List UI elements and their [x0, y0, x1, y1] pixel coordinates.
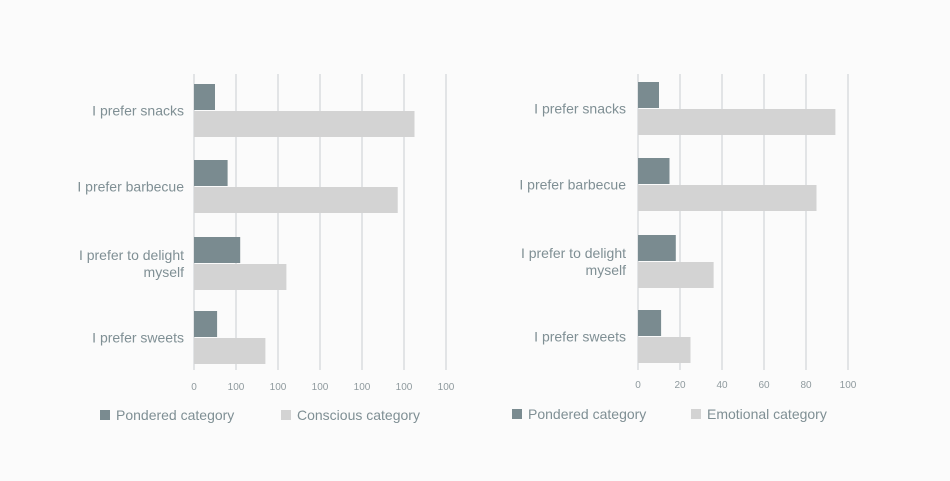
- category-label: myself: [144, 264, 185, 280]
- legend-label: Conscious category: [297, 407, 420, 423]
- x-tick-label: 100: [396, 382, 413, 393]
- legend-swatch: [100, 410, 110, 420]
- pondered-bar: [194, 311, 218, 337]
- x-tick-label: 40: [716, 380, 728, 391]
- x-tick-label: 100: [228, 382, 245, 393]
- pondered-bar: [638, 158, 670, 184]
- legend-label: Emotional category: [707, 406, 827, 422]
- category-label: I prefer sweets: [534, 329, 626, 345]
- pondered-bar: [638, 310, 662, 336]
- right-bar-chart: I prefer snacks I prefer barbecue I prefer…: [512, 74, 857, 422]
- secondary-bar: [638, 109, 836, 135]
- secondary-bar: [638, 262, 714, 288]
- x-tick-label: 100: [438, 382, 455, 393]
- pondered-bar: [194, 84, 215, 110]
- pondered-bar: [194, 237, 241, 263]
- x-tick-label: 100: [354, 382, 371, 393]
- category-label: I prefer snacks: [534, 101, 626, 117]
- x-tick-label: 100: [270, 382, 287, 393]
- left-bar-chart: I prefer snacks I prefer barbecue I prefer…: [77, 74, 455, 423]
- legend-label: Pondered category: [116, 407, 234, 423]
- x-tick-label: 0: [635, 380, 641, 391]
- secondary-bar: [194, 111, 415, 137]
- x-tick-label: 0: [191, 382, 197, 393]
- category-label: I prefer barbecue: [519, 177, 626, 193]
- secondary-bar: [194, 338, 266, 364]
- category-label: I prefer sweets: [92, 330, 184, 346]
- x-tick-label: 60: [758, 380, 770, 391]
- secondary-bar: [638, 185, 817, 211]
- x-tick-label: 20: [674, 380, 686, 391]
- secondary-bar: [194, 187, 398, 213]
- x-tick-label: 80: [800, 380, 812, 391]
- legend-swatch: [691, 409, 701, 419]
- category-label: myself: [586, 262, 627, 278]
- secondary-bar: [638, 337, 691, 363]
- secondary-bar: [194, 264, 287, 290]
- legend-label: Pondered category: [528, 406, 646, 422]
- legend-swatch: [512, 409, 522, 419]
- category-label: I prefer to delight: [79, 247, 184, 263]
- legend-swatch: [281, 410, 291, 420]
- category-label: I prefer to delight: [521, 245, 626, 261]
- pondered-bar: [194, 160, 228, 186]
- x-tick-label: 100: [840, 380, 857, 391]
- category-label: I prefer snacks: [92, 103, 184, 119]
- pondered-bar: [638, 235, 676, 261]
- x-tick-label: 100: [312, 382, 329, 393]
- pondered-bar: [638, 82, 659, 108]
- category-label: I prefer barbecue: [77, 179, 184, 195]
